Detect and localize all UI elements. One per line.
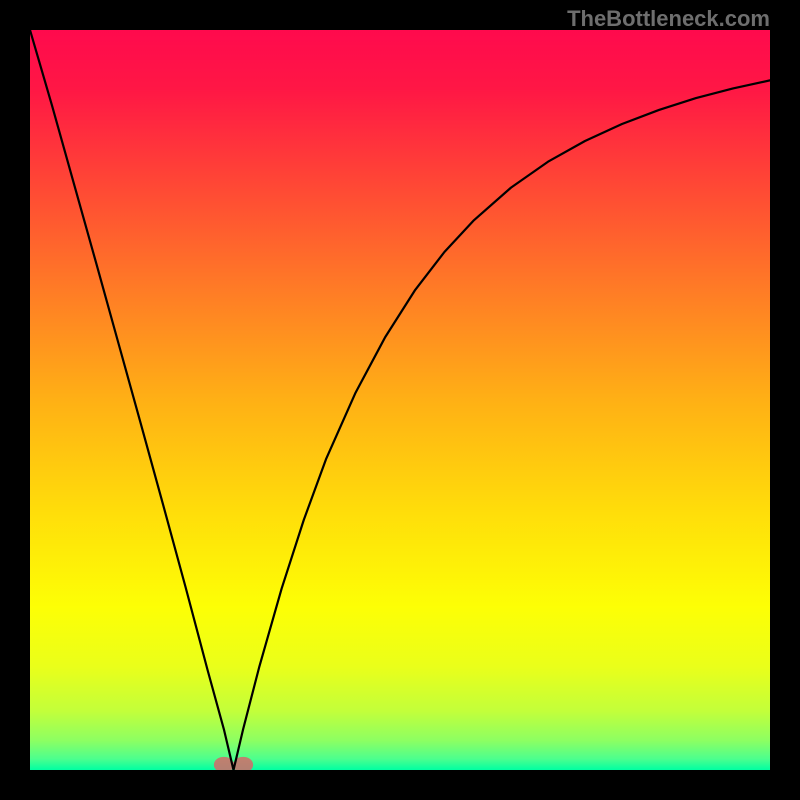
plot-background-gradient bbox=[30, 30, 770, 770]
watermark-text: TheBottleneck.com bbox=[567, 6, 770, 32]
chart-svg bbox=[0, 0, 800, 800]
chart-container: TheBottleneck.com bbox=[0, 0, 800, 800]
